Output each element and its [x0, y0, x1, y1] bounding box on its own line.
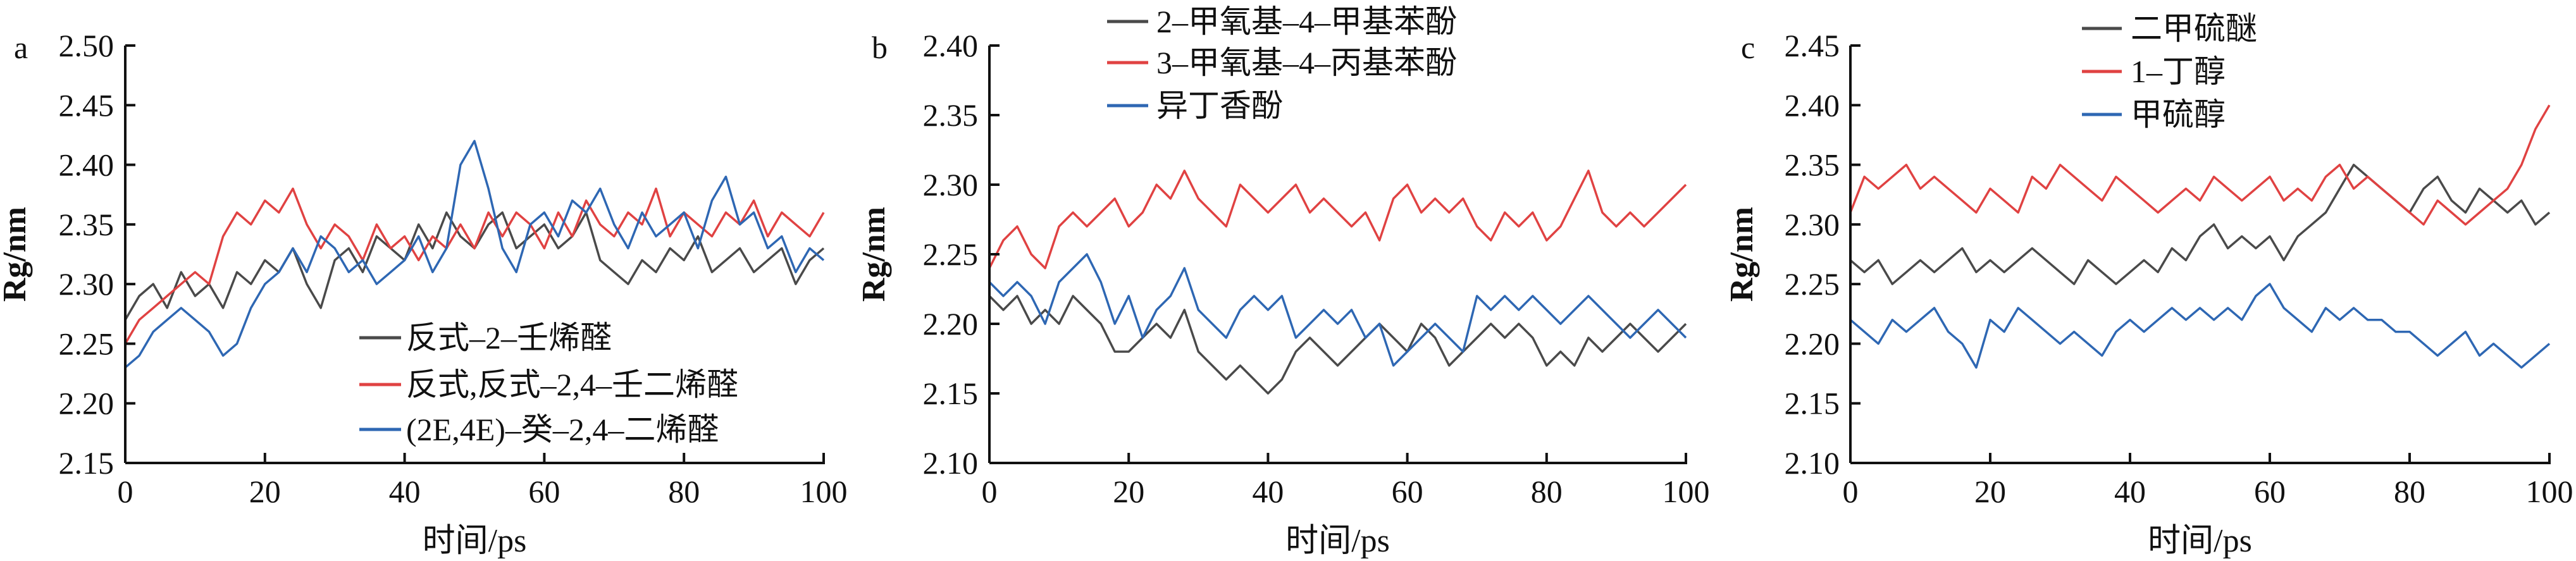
panel-b: 2.10 2.15 2.20 2.25 2.30 2.35 2.40 0 20 40 60 80 100…	[856, 4, 1710, 559]
x-tick-label: 100	[1663, 474, 1710, 509]
panel-letter: b	[872, 30, 888, 65]
x-axis-title: 时间/ps	[1285, 523, 1390, 559]
legend-label: 反式,反式–2,4–壬二烯醛	[406, 367, 738, 402]
legend-label: 3–甲氧基–4–丙基苯酚	[1156, 45, 1457, 80]
x-tick-label: 20	[1974, 474, 2006, 509]
y-tick-label: 2.35	[1785, 147, 1840, 183]
legend-label: 二甲硫醚	[2131, 11, 2257, 46]
y-tick-label: 2.20	[59, 386, 115, 421]
y-tick-label: 2.35	[923, 97, 979, 133]
x-tick-label: 0	[1843, 474, 1859, 509]
x-tick-label: 20	[249, 474, 281, 509]
x-tick-label: 40	[1252, 474, 1284, 509]
y-tick-label: 2.15	[59, 445, 115, 481]
x-tick-label: 80	[2394, 474, 2425, 509]
y-tick-label: 2.15	[923, 376, 979, 411]
x-tick-label: 80	[668, 474, 700, 509]
x-tick-label: 60	[2254, 474, 2286, 509]
x-tick-label: 100	[2526, 474, 2573, 509]
x-tick-label: 0	[118, 474, 133, 509]
series-line-2	[988, 170, 1687, 269]
x-tick-label: 40	[389, 474, 421, 509]
y-tick-label: 2.40	[923, 28, 979, 63]
y-tick-label: 2.10	[923, 445, 979, 481]
y-tick-label: 2.25	[59, 326, 115, 361]
y-axis-title: Rg/nm	[1724, 207, 1760, 302]
legend-label: 反式–2–壬烯醛	[406, 320, 612, 355]
x-tick-label: 100	[800, 474, 848, 509]
panel-a: 2.15 2.20 2.25 2.30 2.35 2.40 2.45 2.50 0 20 40 60 8…	[0, 28, 848, 559]
y-tick-label: 2.40	[59, 147, 115, 183]
y-tick-label: 2.30	[1785, 207, 1840, 242]
series-line-3	[124, 140, 825, 369]
panel-letter: c	[1741, 30, 1755, 65]
x-tick-label: 40	[2114, 474, 2146, 509]
series-line-1	[124, 211, 825, 321]
y-tick-label: 2.15	[1785, 386, 1840, 421]
legend-label: 2–甲氧基–4–甲基苯酚	[1156, 4, 1457, 39]
y-axis-title: Rg/nm	[856, 207, 892, 302]
y-tick-label: 2.50	[59, 28, 115, 63]
legend-label: 异丁香酚	[1156, 88, 1283, 123]
series-line-1	[988, 295, 1687, 395]
y-tick-label: 2.30	[923, 167, 979, 202]
series-line-1	[1849, 163, 2551, 285]
y-tick-label: 2.30	[59, 266, 115, 302]
y-tick-label: 2.45	[1785, 28, 1840, 63]
panel-letter: a	[14, 30, 28, 65]
x-axis-title: 时间/ps	[2148, 523, 2252, 559]
x-tick-label: 20	[1113, 474, 1144, 509]
panel-c: 2.10 2.15 2.20 2.25 2.30 2.35 2.40 2.45 0 20 40 60 8…	[1724, 11, 2573, 559]
x-tick-label: 60	[1392, 474, 1423, 509]
legend-label: (2E,4E)–癸–2,4–二烯醛	[406, 412, 719, 447]
y-tick-label: 2.25	[923, 237, 979, 272]
y-tick-label: 2.40	[1785, 87, 1840, 123]
y-tick-label: 2.20	[1785, 326, 1840, 361]
legend-label: 1–丁醇	[2131, 54, 2226, 89]
series-line-2	[124, 187, 825, 345]
series-line-3	[1849, 283, 2551, 369]
series-line-2	[1849, 104, 2551, 226]
y-tick-label: 2.45	[59, 87, 115, 123]
y-tick-label: 2.35	[59, 207, 115, 242]
y-tick-label: 2.10	[1785, 445, 1840, 481]
x-tick-label: 80	[1531, 474, 1563, 509]
x-tick-label: 0	[982, 474, 998, 509]
y-axis-title: Rg/nm	[0, 207, 33, 302]
x-axis-title: 时间/ps	[423, 523, 527, 559]
y-tick-label: 2.25	[1785, 266, 1840, 302]
legend-label: 甲硫醇	[2131, 97, 2226, 132]
series-line-3	[988, 253, 1687, 367]
y-tick-label: 2.20	[923, 306, 979, 342]
x-tick-label: 60	[528, 474, 560, 509]
